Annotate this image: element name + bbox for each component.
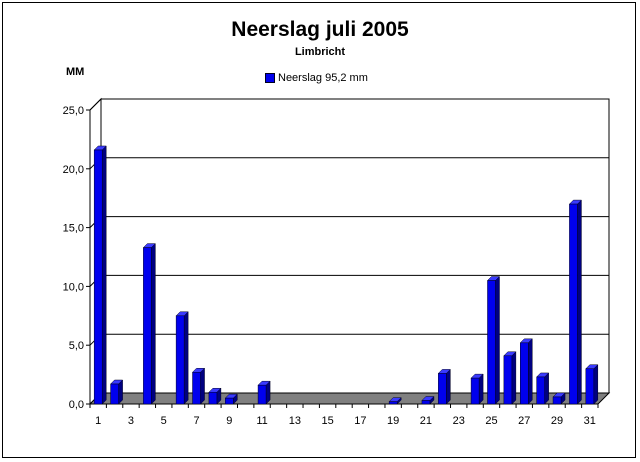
bar xyxy=(503,355,513,405)
bar xyxy=(110,383,119,405)
bar-side xyxy=(544,372,549,405)
x-tick-label: 5 xyxy=(161,415,167,427)
x-tick-label: 13 xyxy=(289,415,301,427)
y-tick-label: 10,0 xyxy=(63,281,84,293)
x-tick-label: 1 xyxy=(95,415,101,427)
bar xyxy=(208,391,218,405)
x-tick-label: 23 xyxy=(453,415,465,427)
x-tick-label: 11 xyxy=(256,415,267,427)
x-tick-label: 7 xyxy=(193,415,199,427)
legend: Neerslag 95,2 mm xyxy=(265,72,368,86)
bar xyxy=(257,384,267,405)
bar xyxy=(520,342,529,405)
chart-subtitle: Limbricht xyxy=(294,46,346,58)
x-tick-label: 29 xyxy=(551,415,563,427)
bar xyxy=(175,315,185,405)
bar xyxy=(470,377,480,405)
bar-side xyxy=(528,338,533,405)
x-tick-label: 21 xyxy=(420,415,432,427)
bar xyxy=(569,203,578,405)
bar-side xyxy=(593,364,599,405)
x-tick-label: 27 xyxy=(518,415,530,427)
y-tick-label: 25,0 xyxy=(63,105,84,117)
bar-side xyxy=(478,373,484,405)
x-tick-label: 19 xyxy=(387,415,399,427)
bar xyxy=(421,400,431,405)
x-tick-label: 31 xyxy=(584,415,596,427)
x-tick-label: 17 xyxy=(354,415,366,427)
legend-swatch xyxy=(265,73,275,84)
chart-title: Neerslag juli 2005 xyxy=(231,18,409,41)
bar xyxy=(552,396,562,405)
bar-side xyxy=(511,351,517,405)
bar xyxy=(93,149,103,405)
bar-side xyxy=(101,145,107,405)
x-tick-label: 9 xyxy=(226,415,232,427)
bar xyxy=(585,368,595,405)
y-tick-label: 0,0 xyxy=(69,399,84,411)
bar xyxy=(388,401,398,405)
gridline-side xyxy=(89,98,102,111)
bar xyxy=(438,373,447,405)
bar-side xyxy=(495,275,500,405)
y-axis-label: MM xyxy=(66,66,85,78)
bar-side xyxy=(577,199,582,405)
bar-side xyxy=(183,311,189,405)
bar-side xyxy=(446,368,451,405)
legend-label: Neerslag 95,2 mm xyxy=(278,72,368,85)
bar xyxy=(487,280,496,405)
bar xyxy=(143,247,152,405)
y-tick-label: 20,0 xyxy=(63,164,84,176)
bar-side xyxy=(200,367,205,405)
x-tick-label: 3 xyxy=(128,415,134,427)
bar-side xyxy=(151,242,156,405)
bar xyxy=(536,376,545,405)
y-tick-label: 15,0 xyxy=(63,223,84,235)
y-tick-label: 5,0 xyxy=(69,340,84,352)
bar xyxy=(192,371,201,405)
x-tick-label: 25 xyxy=(485,415,497,427)
bar xyxy=(225,397,234,405)
x-tick-label: 15 xyxy=(321,415,333,427)
